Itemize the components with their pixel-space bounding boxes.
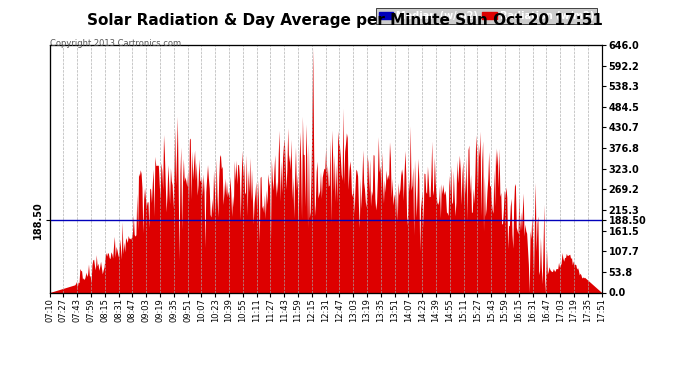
Legend: Median (w/m2), Radiation (w/m2): Median (w/m2), Radiation (w/m2): [376, 8, 597, 24]
Text: Copyright 2013 Cartronics.com: Copyright 2013 Cartronics.com: [50, 39, 181, 48]
Text: Solar Radiation & Day Average per Minute Sun Oct 20 17:51: Solar Radiation & Day Average per Minute…: [87, 13, 603, 28]
